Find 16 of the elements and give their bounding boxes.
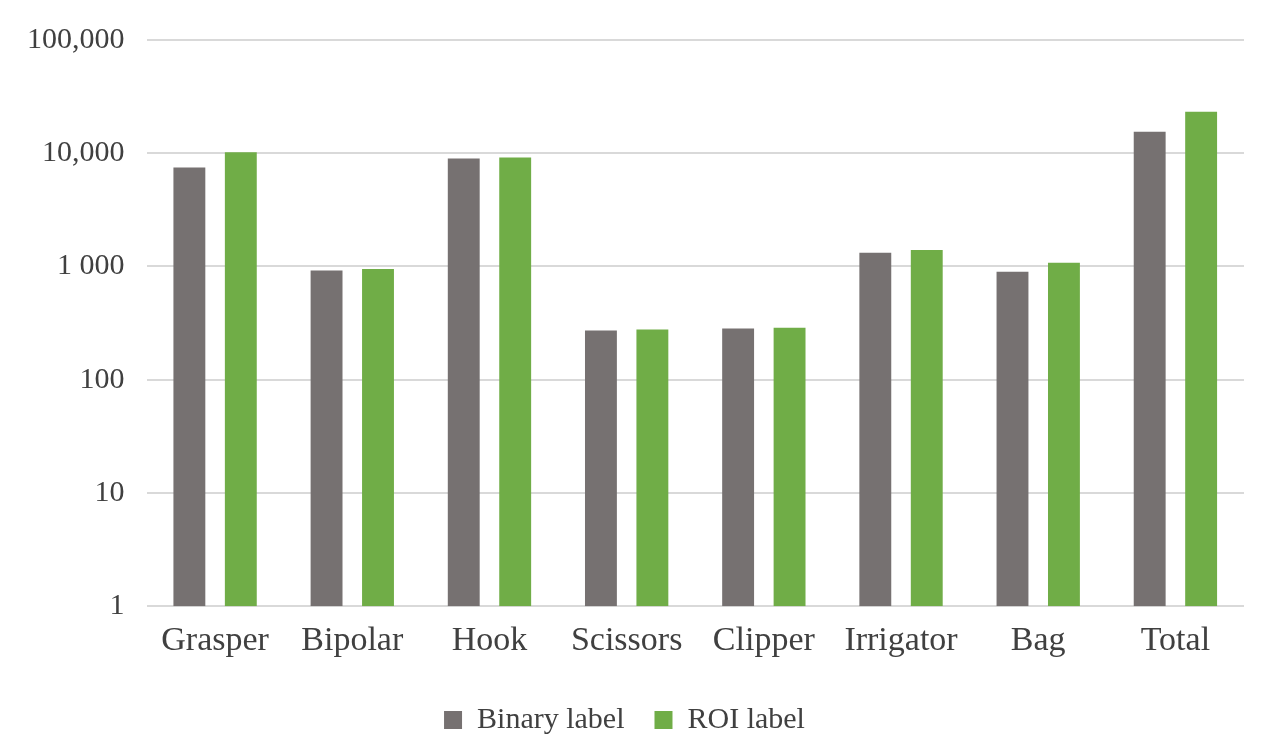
x-tick-label: Clipper [712,619,816,657]
y-tick-label: 10 [94,473,125,507]
x-tick-label: Scissors [570,619,683,657]
y-tick-label: 10,000 [42,134,125,168]
y-tick-label: 100,000 [27,20,125,54]
x-tick-label: Irrigator [844,619,959,657]
x-tick-label: Bipolar [301,619,404,657]
y-tick-label: 1 000 [57,247,125,281]
legend-label: Binary label [477,700,625,734]
legend-label: ROI label [687,700,805,734]
x-tick-label: Grasper [161,619,270,657]
x-tick-label: Hook [451,619,528,657]
x-tick-label: Bag [1010,619,1066,657]
y-tick-label: 1 [109,587,125,621]
y-tick-label: 100 [79,360,125,394]
x-tick-label: Total [1140,619,1211,657]
